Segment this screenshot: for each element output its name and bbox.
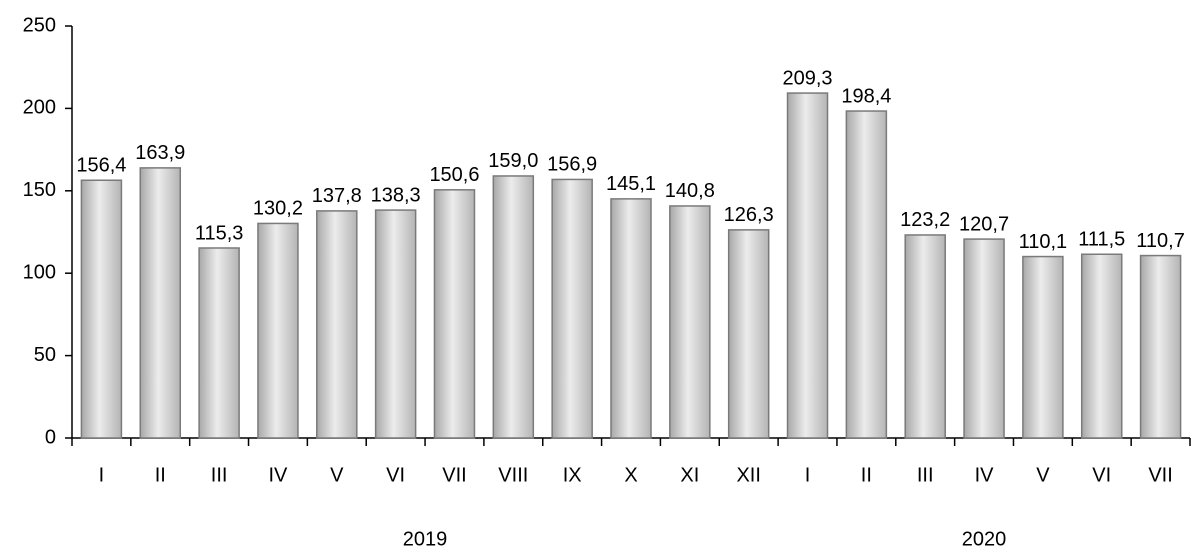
value-label: 126,3	[724, 204, 774, 226]
value-label: 198,4	[841, 85, 891, 107]
bar	[786, 92, 829, 439]
x-tick-label: VI	[386, 464, 405, 486]
value-label: 111,5	[1078, 229, 1125, 251]
value-label: 159,0	[488, 150, 538, 172]
x-tick-label: VIII	[498, 464, 528, 486]
x-tick-label: V	[1036, 464, 1050, 486]
x-tick-label: IX	[563, 464, 582, 486]
x-tick-label: IV	[975, 464, 995, 486]
y-tick-label: 250	[23, 14, 56, 36]
bar	[433, 189, 476, 439]
value-label: 150,6	[429, 164, 479, 186]
bar	[1022, 255, 1064, 439]
value-label: 110,7	[1136, 230, 1185, 252]
value-label: 163,9	[135, 142, 185, 164]
group-label: 2019	[403, 528, 448, 550]
value-label: 137,8	[312, 185, 362, 207]
group-label: 2020	[962, 528, 1007, 550]
bar	[139, 167, 182, 439]
bar	[80, 179, 123, 439]
bar	[845, 110, 888, 439]
y-tick-label: 200	[23, 97, 56, 119]
x-tick-label: I	[99, 464, 105, 486]
x-tick-label: VII	[442, 464, 466, 486]
x-tick-label: IV	[268, 464, 288, 486]
value-label: 209,3	[782, 67, 832, 89]
bar	[257, 222, 299, 439]
x-tick-label: II	[861, 464, 872, 486]
bar	[669, 205, 711, 439]
value-label: 156,4	[76, 155, 126, 177]
bar	[374, 209, 417, 439]
value-label: 110,1	[1019, 231, 1068, 253]
x-tick-label: II	[155, 464, 166, 486]
value-label: 130,2	[253, 198, 303, 220]
bar	[1139, 254, 1182, 439]
value-label: 140,8	[665, 180, 715, 202]
x-tick-label: VI	[1092, 464, 1111, 486]
bar	[1080, 253, 1123, 439]
value-label: 145,1	[606, 173, 656, 195]
bar	[963, 238, 1005, 439]
bar	[727, 229, 770, 439]
x-tick-label: V	[330, 464, 344, 486]
x-tick-label: III	[211, 464, 228, 486]
bar	[610, 198, 652, 439]
y-tick-label: 150	[23, 179, 56, 201]
x-tick-label: X	[624, 464, 637, 486]
x-tick-label: XII	[736, 464, 760, 486]
y-tick-label: 100	[23, 261, 56, 283]
value-label: 123,2	[900, 209, 950, 231]
value-label: 138,3	[371, 184, 421, 206]
bar	[492, 175, 535, 439]
bar	[198, 247, 240, 439]
x-tick-label: XI	[680, 464, 699, 486]
value-label: 115,3	[195, 222, 244, 244]
value-label: 156,9	[547, 154, 597, 176]
x-tick-label: I	[805, 464, 811, 486]
y-tick-label: 50	[34, 344, 56, 366]
y-tick-label: 0	[45, 426, 56, 448]
value-label: 120,7	[959, 213, 1009, 235]
bar	[551, 178, 593, 439]
x-tick-label: III	[917, 464, 934, 486]
bar	[316, 210, 358, 439]
x-tick-label: VII	[1148, 464, 1172, 486]
bar	[904, 234, 946, 439]
